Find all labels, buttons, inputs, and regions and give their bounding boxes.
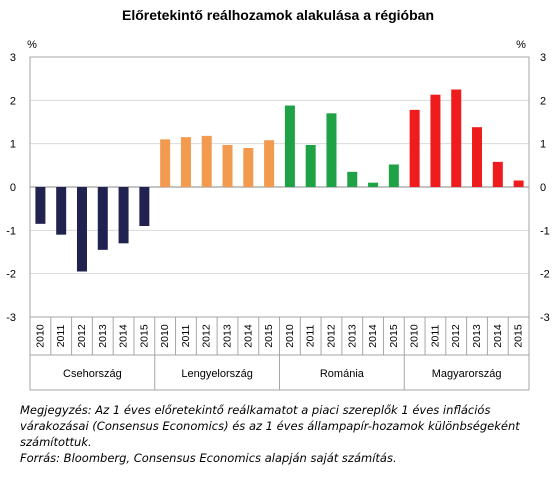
bar-Lengyelország-2011 <box>180 137 191 187</box>
y-tick-left: 1 <box>10 139 16 151</box>
y-tick-left: -2 <box>6 269 16 281</box>
note-line-3: számítottuk. <box>20 435 92 449</box>
x-tick-year: 2014 <box>242 324 254 348</box>
note-line-1: Megjegyzés: Az 1 éves előretekintő reálk… <box>20 403 491 417</box>
bar-Lengyelország-2012 <box>201 135 212 187</box>
y-tick-right: 1 <box>540 139 546 151</box>
y-unit-left: % <box>27 39 37 51</box>
x-tick-year: 2011 <box>429 325 441 348</box>
x-tick-year: 2010 <box>284 324 296 348</box>
x-tick-year: 2011 <box>180 325 192 348</box>
bar-Lengyelország-2010 <box>160 139 171 187</box>
x-tick-year: 2015 <box>513 324 525 348</box>
x-group-label: Románia <box>320 368 365 380</box>
bar-Lengyelország-2013 <box>222 144 233 187</box>
bar-Csehország-2012 <box>76 187 87 272</box>
bar-Csehország-2015 <box>139 187 150 226</box>
bar-Románia-2010 <box>284 105 295 187</box>
bar-Románia-2013 <box>347 171 358 187</box>
bar-Csehország-2011 <box>56 187 67 235</box>
y-tick-right: -1 <box>540 225 550 237</box>
x-tick-year: 2014 <box>118 324 130 348</box>
x-tick-year: 2015 <box>388 324 400 348</box>
x-tick-year: 2012 <box>325 324 337 348</box>
y-unit-right: % <box>516 39 526 51</box>
bar-Magyarország-2011 <box>430 94 441 187</box>
bar-Magyarország-2015 <box>513 180 524 187</box>
bar-Lengyelország-2015 <box>264 140 275 187</box>
note-line-4: Forrás: Bloomberg, Consensus Economics a… <box>20 451 397 465</box>
x-group-label: Lengyelország <box>181 368 253 380</box>
x-tick-year: 2015 <box>263 324 275 348</box>
bar-Csehország-2010 <box>35 187 46 224</box>
y-tick-left: 2 <box>10 95 16 107</box>
bar-Csehország-2013 <box>97 187 108 250</box>
x-tick-year: 2013 <box>97 324 109 348</box>
x-tick-year: 2015 <box>138 324 150 348</box>
y-tick-left: -3 <box>6 312 16 324</box>
x-tick-year: 2013 <box>346 324 358 348</box>
y-tick-left: 3 <box>10 52 16 64</box>
bar-Románia-2014 <box>368 182 379 187</box>
y-tick-right: 3 <box>540 52 546 64</box>
bar-Magyarország-2014 <box>492 161 503 187</box>
x-tick-year: 2013 <box>222 324 234 348</box>
bar-Magyarország-2010 <box>409 109 420 187</box>
bar-chart: Előretekintő reálhozamok alakulása a rég… <box>6 7 550 391</box>
x-tick-year: 2010 <box>409 324 421 348</box>
chart-title: Előretekintő reálhozamok alakulása a rég… <box>122 7 434 23</box>
bar-Csehország-2014 <box>118 187 129 244</box>
bar-Lengyelország-2014 <box>243 148 254 187</box>
x-group-label: Csehország <box>63 368 122 380</box>
y-tick-right: 0 <box>540 182 546 194</box>
x-tick-year: 2012 <box>76 324 88 348</box>
x-tick-year: 2014 <box>492 324 504 348</box>
x-tick-year: 2012 <box>450 324 462 348</box>
y-tick-left: 0 <box>10 182 16 194</box>
x-tick-year: 2011 <box>305 325 317 348</box>
x-tick-year: 2014 <box>367 324 379 348</box>
x-tick-year: 2011 <box>55 325 67 348</box>
x-tick-year: 2010 <box>159 324 171 348</box>
bar-Magyarország-2012 <box>451 89 462 187</box>
y-tick-left: -1 <box>6 225 16 237</box>
chart-notes: Megjegyzés: Az 1 éves előretekintő reálk… <box>20 402 540 466</box>
y-tick-right: 2 <box>540 95 546 107</box>
bar-Magyarország-2013 <box>472 127 483 187</box>
x-tick-year: 2012 <box>201 324 213 348</box>
note-line-2: várakozásai (Consensus Economics) és az … <box>20 419 520 433</box>
y-tick-right: -3 <box>540 312 550 324</box>
bar-Románia-2015 <box>388 164 399 187</box>
bar-Románia-2012 <box>326 113 337 187</box>
y-tick-right: -2 <box>540 269 550 281</box>
x-tick-year: 2010 <box>34 324 46 348</box>
bar-Románia-2011 <box>305 144 316 187</box>
x-group-label: Magyarország <box>432 368 502 380</box>
x-tick-year: 2013 <box>471 324 483 348</box>
